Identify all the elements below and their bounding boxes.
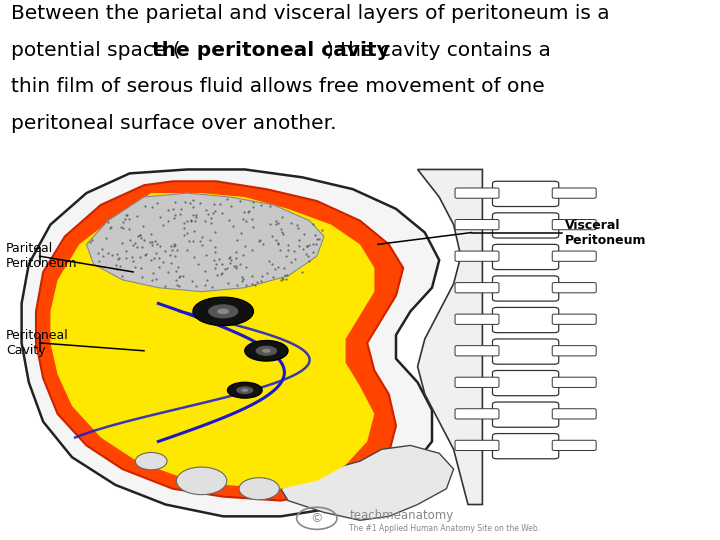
FancyBboxPatch shape [492, 370, 559, 396]
Polygon shape [50, 193, 374, 489]
FancyBboxPatch shape [455, 346, 499, 356]
FancyBboxPatch shape [552, 188, 596, 198]
FancyBboxPatch shape [492, 339, 559, 364]
FancyBboxPatch shape [552, 220, 596, 229]
FancyBboxPatch shape [455, 188, 499, 198]
Polygon shape [86, 193, 324, 292]
FancyBboxPatch shape [492, 276, 559, 301]
Polygon shape [36, 181, 403, 501]
Text: Pariteal
Peritoneum: Pariteal Peritoneum [6, 242, 77, 270]
Ellipse shape [208, 304, 238, 319]
Ellipse shape [262, 349, 271, 353]
FancyBboxPatch shape [455, 440, 499, 450]
Ellipse shape [236, 386, 253, 394]
Ellipse shape [241, 389, 248, 392]
Ellipse shape [228, 382, 262, 398]
Text: thin film of serous fluid allows free movement of one: thin film of serous fluid allows free mo… [11, 77, 544, 96]
FancyBboxPatch shape [492, 244, 559, 269]
Text: Between the parietal and visceral layers of peritoneum is a: Between the parietal and visceral layers… [11, 4, 609, 23]
Polygon shape [22, 170, 439, 516]
Text: peritoneal surface over another.: peritoneal surface over another. [11, 114, 336, 133]
FancyBboxPatch shape [552, 251, 596, 261]
Circle shape [239, 478, 279, 500]
Ellipse shape [193, 297, 253, 326]
FancyBboxPatch shape [552, 346, 596, 356]
FancyBboxPatch shape [455, 377, 499, 387]
Circle shape [176, 467, 227, 495]
FancyBboxPatch shape [552, 377, 596, 387]
FancyBboxPatch shape [492, 307, 559, 333]
Text: Peritoneal
Cavity: Peritoneal Cavity [6, 329, 68, 357]
Polygon shape [281, 446, 454, 521]
Text: potential space (: potential space ( [11, 41, 181, 60]
FancyBboxPatch shape [455, 251, 499, 261]
FancyBboxPatch shape [552, 440, 596, 450]
FancyBboxPatch shape [455, 282, 499, 293]
Text: The #1 Applied Human Anatomy Site on the Web.: The #1 Applied Human Anatomy Site on the… [349, 524, 540, 534]
FancyBboxPatch shape [492, 213, 559, 238]
Circle shape [135, 453, 167, 470]
FancyBboxPatch shape [455, 314, 499, 325]
Ellipse shape [256, 346, 277, 356]
FancyBboxPatch shape [552, 409, 596, 419]
Text: ©: © [310, 512, 323, 525]
Ellipse shape [217, 308, 229, 314]
FancyBboxPatch shape [552, 282, 596, 293]
FancyBboxPatch shape [492, 434, 559, 459]
FancyBboxPatch shape [492, 181, 559, 206]
Ellipse shape [245, 341, 288, 361]
FancyBboxPatch shape [492, 402, 559, 427]
Text: the peritoneal cavity: the peritoneal cavity [152, 41, 390, 60]
FancyBboxPatch shape [455, 409, 499, 419]
Text: teachmeanatomy: teachmeanatomy [349, 509, 454, 522]
Text: ) the cavity contains a: ) the cavity contains a [326, 41, 551, 60]
FancyBboxPatch shape [552, 314, 596, 325]
Polygon shape [418, 170, 482, 504]
FancyBboxPatch shape [455, 220, 499, 229]
Text: Visceral
Peritoneum: Visceral Peritoneum [565, 219, 647, 247]
